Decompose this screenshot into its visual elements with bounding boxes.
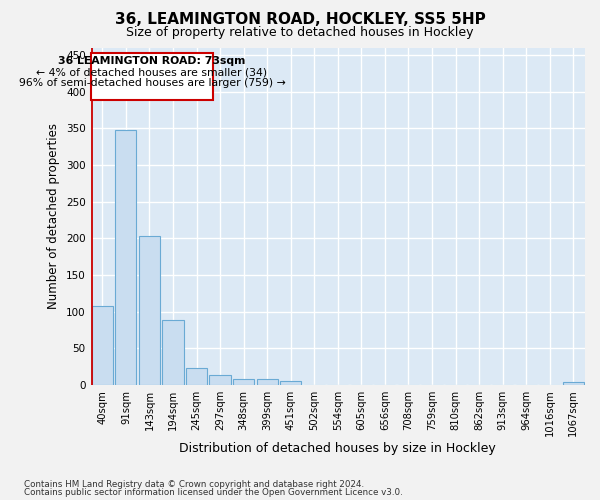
Text: ← 4% of detached houses are smaller (34): ← 4% of detached houses are smaller (34) — [37, 68, 268, 78]
Bar — [115, 130, 136, 385]
Bar — [139, 236, 160, 385]
Bar — [563, 382, 584, 385]
Text: Size of property relative to detached houses in Hockley: Size of property relative to detached ho… — [126, 26, 474, 39]
Bar — [257, 379, 278, 385]
X-axis label: Distribution of detached houses by size in Hockley: Distribution of detached houses by size … — [179, 442, 496, 455]
Text: Contains public sector information licensed under the Open Government Licence v3: Contains public sector information licen… — [24, 488, 403, 497]
Bar — [280, 382, 301, 385]
Bar — [209, 376, 230, 385]
FancyBboxPatch shape — [91, 52, 213, 100]
Text: 36 LEAMINGTON ROAD: 73sqm: 36 LEAMINGTON ROAD: 73sqm — [58, 56, 246, 66]
Bar — [233, 379, 254, 385]
Bar — [163, 320, 184, 385]
Y-axis label: Number of detached properties: Number of detached properties — [47, 123, 61, 309]
Text: 36, LEAMINGTON ROAD, HOCKLEY, SS5 5HP: 36, LEAMINGTON ROAD, HOCKLEY, SS5 5HP — [115, 12, 485, 28]
Bar — [92, 306, 113, 385]
Text: Contains HM Land Registry data © Crown copyright and database right 2024.: Contains HM Land Registry data © Crown c… — [24, 480, 364, 489]
Text: 96% of semi-detached houses are larger (759) →: 96% of semi-detached houses are larger (… — [19, 78, 286, 88]
Bar — [186, 368, 207, 385]
